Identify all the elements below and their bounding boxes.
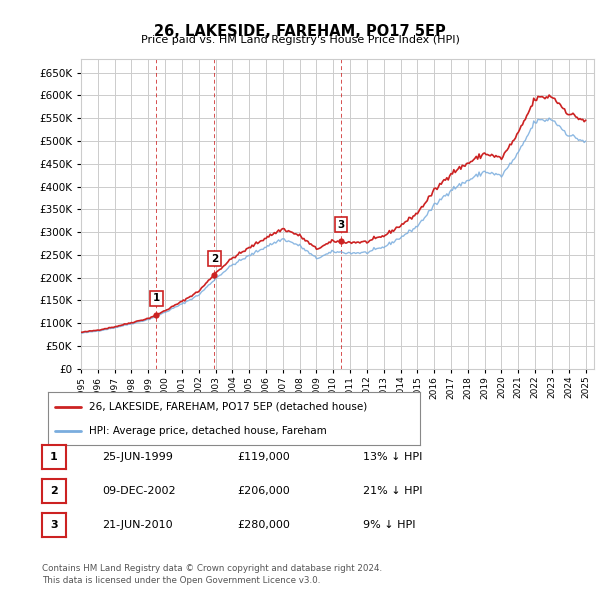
Text: 09-DEC-2002: 09-DEC-2002 xyxy=(102,486,176,496)
Text: Price paid vs. HM Land Registry's House Price Index (HPI): Price paid vs. HM Land Registry's House … xyxy=(140,35,460,45)
Text: 13% ↓ HPI: 13% ↓ HPI xyxy=(363,453,422,462)
Text: 2: 2 xyxy=(211,254,218,264)
Text: Contains HM Land Registry data © Crown copyright and database right 2024.
This d: Contains HM Land Registry data © Crown c… xyxy=(42,565,382,585)
Text: £280,000: £280,000 xyxy=(237,520,290,530)
Text: 3: 3 xyxy=(50,520,58,530)
Text: 21-JUN-2010: 21-JUN-2010 xyxy=(102,520,173,530)
Text: 2: 2 xyxy=(50,486,58,496)
Text: 26, LAKESIDE, FAREHAM, PO17 5EP: 26, LAKESIDE, FAREHAM, PO17 5EP xyxy=(154,24,446,38)
Text: 1: 1 xyxy=(50,453,58,462)
Text: 3: 3 xyxy=(338,220,345,230)
Text: 9% ↓ HPI: 9% ↓ HPI xyxy=(363,520,415,530)
Text: £206,000: £206,000 xyxy=(237,486,290,496)
Text: £119,000: £119,000 xyxy=(237,453,290,462)
Text: 1: 1 xyxy=(153,293,160,303)
Text: HPI: Average price, detached house, Fareham: HPI: Average price, detached house, Fare… xyxy=(89,426,326,436)
Text: 26, LAKESIDE, FAREHAM, PO17 5EP (detached house): 26, LAKESIDE, FAREHAM, PO17 5EP (detache… xyxy=(89,402,367,412)
Text: 21% ↓ HPI: 21% ↓ HPI xyxy=(363,486,422,496)
Text: 25-JUN-1999: 25-JUN-1999 xyxy=(102,453,173,462)
